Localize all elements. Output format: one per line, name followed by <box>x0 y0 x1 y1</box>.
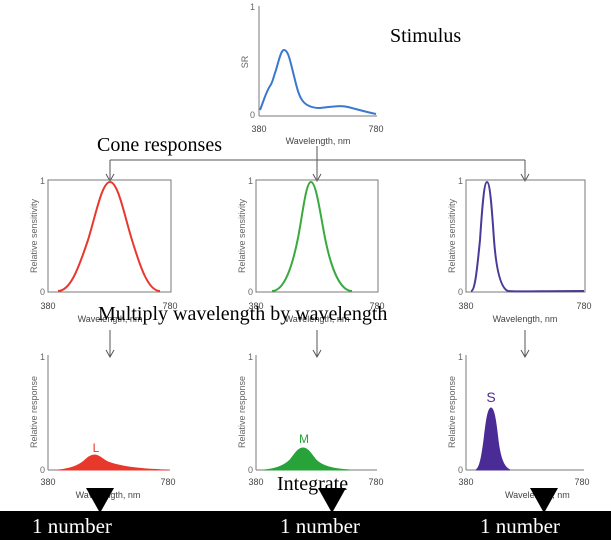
cone-plot-m-frame <box>255 179 379 293</box>
response-plot-l-y-max: 1 <box>40 352 45 362</box>
response-plot-l-cone-letter: L <box>93 441 100 455</box>
response-plot-l-y-zero: 0 <box>40 465 45 475</box>
stimulus-y-label: SR <box>240 55 250 68</box>
arrow-l-head <box>105 349 115 359</box>
stimulus-y-zero-label: 0 <box>250 110 255 120</box>
cone-to-response-arrows <box>105 330 530 359</box>
response-plot-s-y-zero: 0 <box>458 465 463 475</box>
cone-plot-m: 1 0 Relative sensitivity 380 780 Wavelen… <box>237 176 385 324</box>
response-plot-l-x-max: 780 <box>160 477 175 487</box>
output-l-arrowhead <box>86 488 114 513</box>
arrow-m-head <box>312 349 322 359</box>
stimulus-x-min-label: 380 <box>251 124 266 134</box>
response-plot-s-x-min: 380 <box>458 477 473 487</box>
response-plot-m-y-max: 1 <box>248 352 253 362</box>
response-plot-s-x-max: 780 <box>574 477 589 487</box>
response-plot-m-cone-letter: M <box>299 432 309 446</box>
response-plot-s-y-max: 1 <box>458 352 463 362</box>
cone-plot-m-y-zero: 0 <box>248 287 253 297</box>
cone-plot-l-y-label: Relative sensitivity <box>29 198 39 273</box>
cone-plot-l-y-max: 1 <box>40 176 45 186</box>
cone-plot-s-y-max: 1 <box>458 176 463 186</box>
output-l-number: 1 number <box>32 514 112 538</box>
stimulus-to-cones-connector <box>105 146 530 183</box>
response-plot-s-y-label: Relative response <box>447 376 457 448</box>
stimulus-title: Stimulus <box>390 25 461 47</box>
connector-s-arrowhead <box>520 173 530 183</box>
cone-plot-l-frame <box>47 179 172 293</box>
response-plot-s-area <box>475 407 511 471</box>
response-plot-m-x-min: 380 <box>248 477 263 487</box>
response-plot-s-cone-letter: S <box>486 389 495 405</box>
multiply-label: Multiply wavelength by wavelength <box>98 303 387 325</box>
output-s-arrowhead <box>530 488 558 513</box>
cone-plot-s: 1 0 Relative sensitivity 380 780 Wavelen… <box>447 176 592 324</box>
cone-plot-m-curve <box>271 180 353 292</box>
output-m-arrowhead <box>318 488 346 513</box>
response-plot-m-y-label: Relative response <box>237 376 247 448</box>
response-plot-m-y-zero: 0 <box>248 465 253 475</box>
arrow-s-head <box>520 349 530 359</box>
cone-plot-s-x-max: 780 <box>576 301 591 311</box>
cone-plot-s-y-zero: 0 <box>458 287 463 297</box>
output-s-number: 1 number <box>480 514 560 538</box>
cone-plot-s-y-label: Relative sensitivity <box>447 198 457 273</box>
stimulus-y-max-label: 1 <box>250 2 255 12</box>
cone-plot-l-curve <box>57 180 161 292</box>
response-plot-m-area <box>263 447 351 471</box>
response-plot-m: 1 0 Relative response 380 780 M <box>237 352 384 487</box>
response-plot-l-area <box>57 454 169 471</box>
stimulus-plot: 1 0 SR 380 780 Wavelength, nm <box>240 2 384 146</box>
cone-responses-label: Cone responses <box>97 134 222 156</box>
cone-plot-s-x-label: Wavelength, nm <box>493 314 558 324</box>
cone-plot-l-x-label: Wavelength, nm <box>78 314 143 324</box>
cone-plot-l-x-min: 380 <box>40 301 55 311</box>
cone-plot-m-y-max: 1 <box>248 176 253 186</box>
cone-plot-l: 1 0 Relative sensitivity 380 780 Wavelen… <box>29 176 178 324</box>
stimulus-x-label: Wavelength, nm <box>286 136 351 146</box>
output-m-number: 1 number <box>280 514 360 538</box>
cone-plot-m-x-label: Wavelength, nm <box>285 314 350 324</box>
response-plot-l: 1 0 Relative response 380 780 Wavelength… <box>29 352 176 500</box>
response-plot-l-x-min: 380 <box>40 477 55 487</box>
response-plot-s: 1 0 Relative response 380 780 Wavelength… <box>447 352 590 500</box>
cone-plot-l-x-max: 780 <box>162 301 177 311</box>
response-plot-l-y-label: Relative response <box>29 376 39 448</box>
cone-plot-m-y-label: Relative sensitivity <box>237 198 247 273</box>
connector-m-arrowhead <box>312 173 322 183</box>
stimulus-spectrum-curve <box>259 48 377 115</box>
output-bar <box>0 511 611 540</box>
cone-plot-s-x-min: 380 <box>458 301 473 311</box>
cone-plot-m-x-min: 380 <box>248 301 263 311</box>
cone-plot-l-y-zero: 0 <box>40 287 45 297</box>
response-plot-m-x-max: 780 <box>368 477 383 487</box>
cone-plot-m-x-max: 780 <box>369 301 384 311</box>
stimulus-x-max-label: 780 <box>368 124 383 134</box>
cone-plot-s-curve <box>470 180 585 293</box>
